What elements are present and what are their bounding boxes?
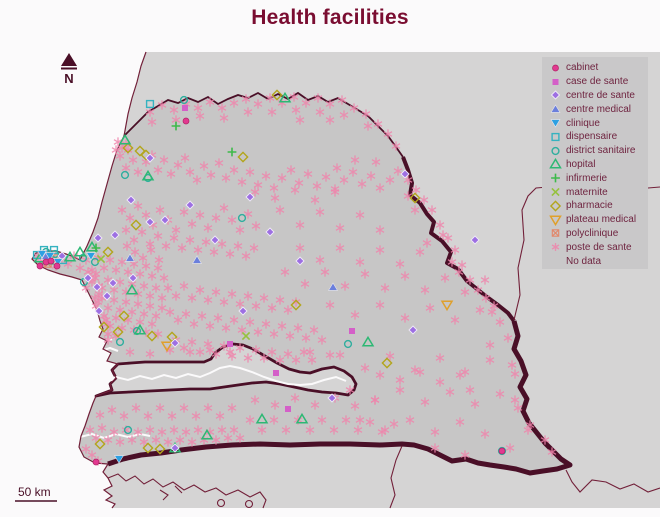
legend-item-label: hopital [566, 158, 596, 170]
clinique-marker-icon [550, 119, 561, 128]
legend-item-district_sanitaire: district sanitaire [549, 144, 648, 158]
legend-item-centre_medical: centre medical [549, 102, 648, 116]
hopital-marker-icon [549, 158, 562, 170]
maternite-markers [96, 254, 251, 341]
legend-item-label: centre de sante [566, 89, 635, 101]
legend-item-plateau_medical: plateau medical [549, 213, 648, 227]
north-arrow-label: N [64, 71, 73, 86]
legend-item-label: No data [566, 255, 602, 267]
pharmacie-markers [94, 89, 421, 455]
bissau-guinea-border [389, 445, 403, 509]
legend-item-label: maternite [566, 186, 608, 198]
neighbor-borders [107, 185, 660, 509]
legend-item-cabinet: cabinet [549, 61, 648, 75]
legend-item-case_de_sante: case de sante [549, 75, 648, 89]
legend-item-label: centre medical [566, 103, 632, 115]
legend-item-label: cabinet [566, 62, 599, 74]
maternite-marker-icon [551, 187, 560, 197]
east-south-border [107, 320, 573, 476]
clinique-markers [37, 250, 124, 464]
figure-title: Health facilities [251, 6, 409, 29]
legend-item-clinique: clinique [549, 116, 648, 130]
legend-item-label: clinique [566, 117, 600, 129]
legend-item-label: plateau medical [566, 214, 637, 226]
infirmerie-markers [91, 121, 237, 253]
scale-bar-label: 50 km [18, 485, 51, 499]
cabinet-marker-icon [552, 64, 559, 72]
facility-markers [32, 89, 557, 466]
no_data-marker-icon [549, 255, 562, 267]
infirmerie-marker-icon [551, 173, 560, 183]
case_de_sante-marker-icon [552, 78, 559, 85]
legend-item-label: case de sante [566, 76, 629, 88]
map-legend: cabinet case de sante centre de sante centr… [542, 57, 648, 269]
north-arrow: N [61, 53, 77, 86]
legend-item-maternite: maternite [549, 185, 648, 199]
legend-item-label: poste de sante [566, 241, 632, 253]
legend-item-label: district sanitaire [566, 145, 636, 157]
scale-bar: 50 km [15, 485, 57, 502]
centre_de_sante-marker-icon [550, 90, 561, 101]
legend-item-label: polyclinique [566, 227, 619, 239]
cabinet-markers [36, 117, 506, 466]
legend-item-label: pharmacie [566, 200, 613, 212]
legend-item-hopital: hopital [549, 158, 648, 172]
legend-item-polyclinique: polyclinique [549, 227, 648, 241]
centre_de_sante-markers [57, 153, 480, 453]
legend-item-poste_de_sante: poste de sante [549, 240, 648, 254]
dispensaire-marker-icon [551, 132, 560, 141]
coastline-border [31, 51, 147, 509]
legend-item-centre_de_sante: centre de sante [549, 89, 648, 103]
legend-item-label: dispensaire [566, 131, 618, 143]
northeast-border [401, 156, 516, 323]
plateau_medical-markers [160, 300, 454, 353]
centre_medical-markers [41, 251, 338, 291]
gambia-estuary [97, 375, 115, 385]
senegal-river-border [123, 91, 404, 158]
north-arrow-icon [61, 53, 77, 66]
gambia-river [101, 364, 347, 387]
bissau-river-loop [216, 498, 226, 508]
casamance-river [79, 432, 151, 440]
district_sanitaire-marker-icon [551, 146, 560, 155]
centre_medical-marker-icon [550, 104, 561, 113]
senegal-region [32, 93, 570, 473]
polyclinique-marker-icon [551, 229, 560, 238]
legend-item-no_data: No data [549, 254, 648, 268]
poste_de_sante-marker-icon [551, 243, 560, 252]
plateau_medical-marker-icon [549, 215, 562, 226]
bissau-river-loop [244, 499, 254, 509]
guinea-bissau-rivers [107, 473, 267, 509]
case_de_sante-markers [182, 105, 355, 412]
legend-item-pharmacie: pharmacie [549, 199, 648, 213]
mali-guinea-border [565, 469, 660, 493]
legend-item-infirmerie: infirmerie [549, 171, 648, 185]
legend-item-dispensaire: dispensaire [549, 130, 648, 144]
pharmacie-marker-icon [549, 200, 562, 212]
legend-item-label: infirmerie [566, 172, 608, 184]
